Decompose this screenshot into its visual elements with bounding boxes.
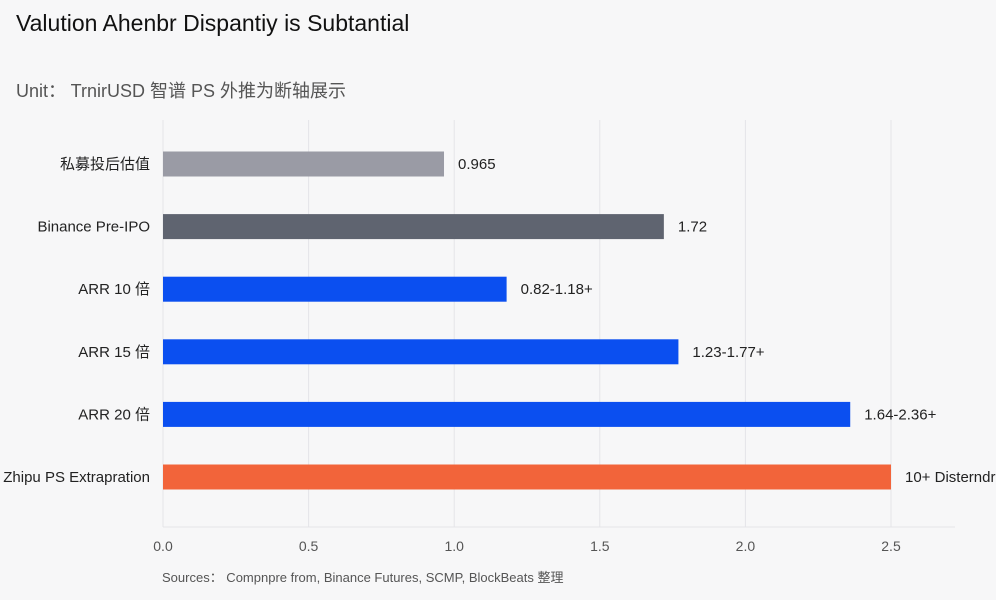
data-label: 0.82-1.18+: [521, 281, 593, 298]
x-tick-label: 2.5: [881, 538, 901, 554]
data-label: 1.64-2.36+: [864, 406, 936, 423]
x-tick-label: 0.0: [153, 538, 173, 554]
bar: [163, 151, 445, 177]
bar: [163, 339, 679, 365]
category-label: 私募投后估值: [60, 156, 150, 173]
category-label: ARR 20 倍: [78, 406, 150, 423]
data-label: 10+ Disterndr: [905, 469, 995, 486]
category-label: Binance Pre-IPO: [37, 219, 150, 236]
data-label: 1.23-1.77+: [692, 344, 764, 361]
data-label: 1.72: [678, 219, 707, 236]
chart-title: Valution Ahenbr Dispantiy is Subtantial: [16, 10, 410, 36]
bar: [163, 401, 851, 427]
source-note: Sources： Compnpre from, Binance Futures,…: [162, 570, 564, 585]
x-tick-label: 2.0: [736, 538, 756, 554]
category-label: ARR 15 倍: [78, 344, 150, 361]
x-tick-label: 1.0: [444, 538, 464, 554]
category-label: Zhipu PS Extrapration: [3, 469, 150, 486]
x-tick-label: 0.5: [299, 538, 319, 554]
x-tick-label: 1.5: [590, 538, 610, 554]
chart-subtitle: Unit： TrnirUSD 智谱 PS 外推为断轴展示: [16, 81, 347, 101]
category-label: ARR 10 倍: [78, 281, 150, 298]
bar: [163, 464, 891, 490]
data-label: 0.965: [458, 156, 496, 173]
bar: [163, 214, 664, 240]
bar: [163, 276, 507, 302]
